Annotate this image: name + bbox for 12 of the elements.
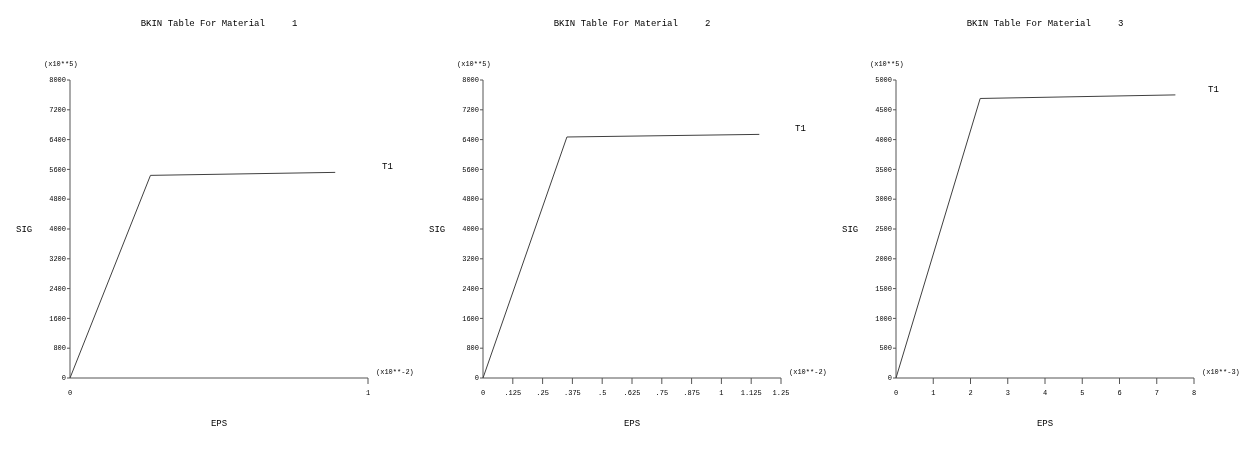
x-axis-title: EPS bbox=[210, 419, 228, 429]
chart-title: BKIN Table For Material 3 bbox=[966, 19, 1124, 29]
text: T1 bbox=[382, 162, 393, 173]
chart-title: BKIN Table For Material 1 bbox=[140, 19, 298, 29]
x-axis-title: EPS bbox=[623, 419, 641, 429]
y-axis-title: SIG bbox=[842, 225, 859, 235]
text: T1 bbox=[795, 124, 806, 135]
text: T1 bbox=[1208, 84, 1219, 95]
chart-title: BKIN Table For Material 2 bbox=[553, 19, 711, 29]
y-axis-title: SIG bbox=[429, 225, 446, 235]
x-axis-title: EPS bbox=[1036, 419, 1054, 429]
y-axis-title: SIG bbox=[16, 225, 33, 235]
